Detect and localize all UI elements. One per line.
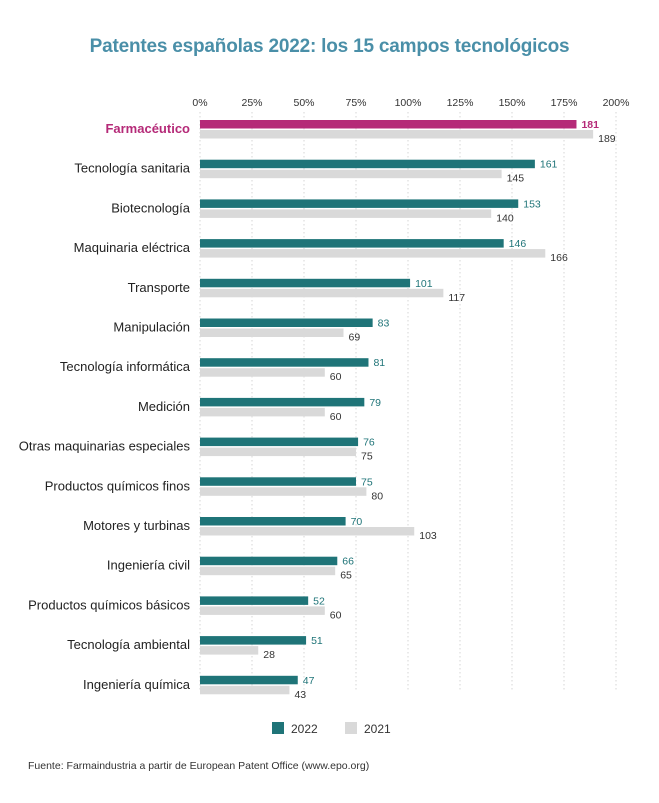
- data-label-2022: 52: [313, 595, 325, 607]
- x-tick-label: 0%: [192, 97, 207, 109]
- data-label-2021: 60: [330, 371, 342, 383]
- data-label-2021: 43: [294, 689, 306, 701]
- bar-2021: [200, 130, 594, 139]
- category-label: Ingeniería química: [83, 677, 191, 692]
- bar-2022: [200, 556, 338, 566]
- bar-2021: [200, 209, 492, 218]
- category-label: Medición: [138, 399, 190, 414]
- data-label-2021: 80: [371, 490, 383, 502]
- bar-2022: [200, 517, 346, 526]
- data-label-2021: 166: [550, 252, 568, 264]
- bar-2021: [200, 249, 546, 258]
- bar-2022: [200, 477, 356, 486]
- bar-2022: [200, 318, 373, 327]
- data-label-2022: 153: [523, 198, 541, 210]
- data-label-2022: 47: [303, 675, 315, 687]
- legend-swatch-2021: [345, 722, 357, 734]
- x-tick-label: 50%: [293, 97, 314, 109]
- data-label-2022: 161: [540, 159, 558, 171]
- category-label: Productos químicos finos: [45, 478, 191, 493]
- bar-2021: [200, 685, 290, 695]
- bar-2022: [200, 120, 577, 129]
- data-label-2022: 75: [361, 476, 373, 488]
- data-label-2021: 75: [361, 451, 373, 463]
- category-label: Biotecnología: [111, 200, 191, 215]
- data-label-2021: 65: [340, 570, 352, 582]
- data-label-2021: 145: [507, 173, 525, 185]
- legend-swatch-2022: [272, 722, 284, 734]
- category-label: Manipulación: [113, 320, 190, 335]
- bar-2022: [200, 675, 298, 685]
- category-label: Motores y turbinas: [83, 518, 190, 533]
- data-label-2022: 79: [369, 397, 381, 409]
- data-label-2021: 103: [419, 530, 437, 542]
- data-label-2022: 181: [581, 119, 599, 131]
- data-label-2022: 70: [351, 516, 363, 528]
- bar-2021: [200, 368, 325, 377]
- bar-2022: [200, 159, 535, 169]
- bar-2021: [200, 566, 336, 576]
- x-tick-label: 100%: [395, 97, 422, 109]
- bar-2022: [200, 239, 504, 248]
- category-label: Transporte: [128, 280, 190, 295]
- category-label: Ingeniería civil: [107, 558, 190, 573]
- data-label-2021: 140: [496, 212, 514, 224]
- category-label: Tecnología informática: [60, 359, 191, 374]
- chart-title: Patentes españolas 2022: los 15 campos t…: [89, 36, 570, 57]
- x-tick-label: 25%: [241, 97, 262, 109]
- category-label: Tecnología ambiental: [67, 637, 190, 652]
- category-label: Maquinaria eléctrica: [74, 240, 191, 255]
- bar-2021: [200, 447, 356, 457]
- x-tick-label: 75%: [345, 97, 366, 109]
- x-tick-label: 175%: [551, 97, 578, 109]
- data-label-2021: 189: [598, 133, 616, 145]
- bar-2021: [200, 527, 415, 536]
- bar-2022: [200, 437, 359, 447]
- category-label: Productos químicos básicos: [28, 597, 190, 612]
- x-tick-label: 125%: [447, 97, 474, 109]
- bar-2022: [200, 358, 369, 367]
- data-label-2021: 69: [349, 332, 361, 344]
- data-label-2022: 146: [509, 238, 527, 250]
- bar-2022: [200, 199, 519, 208]
- bar-2021: [200, 328, 344, 337]
- data-label-2021: 28: [263, 649, 275, 661]
- source-note: Fuente: Farmaindustria a partir de Europ…: [28, 760, 370, 772]
- data-label-2021: 60: [330, 411, 342, 423]
- data-label-2022: 101: [415, 278, 433, 290]
- bar-2021: [200, 407, 325, 417]
- x-tick-label: 150%: [499, 97, 526, 109]
- data-label-2021: 117: [448, 292, 465, 304]
- bar-2021: [200, 606, 325, 615]
- x-tick-label: 200%: [603, 97, 630, 109]
- bar-2022: [200, 636, 307, 645]
- bar-2021: [200, 169, 502, 179]
- data-label-2022: 76: [363, 437, 375, 449]
- bar-2022: [200, 397, 365, 407]
- data-label-2022: 83: [378, 318, 390, 330]
- bar-2021: [200, 487, 367, 496]
- category-label: Otras maquinarias especiales: [19, 439, 191, 454]
- data-label-2022: 66: [342, 556, 354, 568]
- data-label-2022: 51: [311, 635, 323, 647]
- data-label-2021: 60: [330, 609, 342, 621]
- bar-2021: [200, 288, 444, 298]
- legend-label-2021: 2021: [364, 722, 391, 736]
- bar-2021: [200, 646, 259, 655]
- legend-label-2022: 2022: [291, 722, 318, 736]
- bar-2022: [200, 278, 411, 288]
- category-label: Tecnología sanitaria: [74, 161, 190, 176]
- bar-2022: [200, 596, 309, 605]
- category-label: Farmacéutico: [105, 121, 190, 136]
- data-label-2022: 81: [373, 357, 385, 369]
